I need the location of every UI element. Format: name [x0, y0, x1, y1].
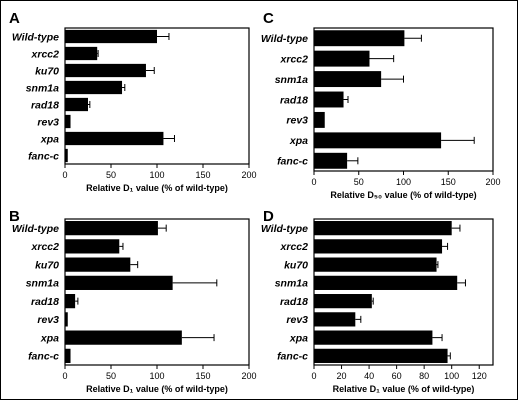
panel-b-letter: B: [9, 208, 20, 225]
panel-c-category-label-3: rad18: [280, 94, 308, 106]
panel-a-xtick-label-4: 200: [241, 170, 256, 180]
panel-c-xtick-label-3: 150: [441, 177, 456, 187]
panel-c-bar-0: [314, 30, 405, 47]
panel-b-bar-3: [65, 275, 173, 290]
panel-c-category-label-6: fanc-c: [277, 156, 308, 168]
panel-a-bar-0: [65, 29, 157, 44]
panel-d-xtick-label-6: 120: [472, 371, 487, 381]
panel-c-bar-2: [314, 71, 382, 88]
panel-c-category-label-2: snm1a: [275, 74, 308, 86]
panel-a-xtick-label-3: 150: [195, 170, 210, 180]
panel-a-letter: A: [9, 10, 20, 27]
panel-a-bar-1: [65, 46, 98, 61]
panel-a-bar-7: [65, 148, 68, 163]
panel-b-bar-4: [65, 294, 76, 309]
panel-b-bar-6: [65, 330, 182, 345]
panel-b-xtick-label-4: 200: [241, 371, 256, 381]
panel-c-xtick-label-2: 100: [396, 177, 411, 187]
panel-d-xaxis-title: Relative D₁ value (% of wild-type): [333, 384, 475, 394]
panel-b-category-label-1: xrcc2: [31, 241, 60, 253]
panel-b-category-label-5: rev3: [37, 314, 59, 326]
panel-b-xtick-label-1: 50: [106, 371, 116, 381]
panel-a-category-label-1: xrcc2: [31, 48, 60, 60]
panel-d-bar-1: [314, 239, 443, 254]
panel-b-category-label-7: fanc-c: [28, 351, 59, 363]
panel-a-bar-5: [65, 114, 71, 129]
panel-c-category-label-1: xrcc2: [280, 53, 309, 65]
panel-a-category-label-6: xpa: [40, 133, 59, 145]
panel-d-xtick-label-1: 20: [337, 371, 347, 381]
panel-d-bar-4: [314, 294, 372, 309]
panel-d-bar-3: [314, 275, 458, 290]
panel-a-xtick-label-0: 0: [62, 170, 67, 180]
panel-a-bar-2: [65, 63, 146, 78]
panel-a-category-label-0: Wild-type: [12, 31, 59, 43]
panel-b-category-label-6: xpa: [40, 332, 59, 344]
panel-c-category-label-5: xpa: [289, 135, 308, 147]
panel-c-bar-5: [314, 132, 442, 149]
panel-a-category-label-3: snm1a: [26, 82, 59, 94]
panel-a-bar-4: [65, 97, 88, 112]
panel-d-category-label-7: fanc-c: [277, 351, 308, 363]
panel-d-bar-5: [314, 312, 356, 327]
panel-d-bar-2: [314, 257, 437, 272]
panel-d-xtick-label-4: 80: [419, 371, 429, 381]
panel-d-category-label-5: rev3: [286, 314, 308, 326]
panel-b-bar-0: [65, 221, 158, 236]
panel-b-xtick-label-2: 100: [149, 371, 164, 381]
panel-a-category-label-4: rad18: [31, 99, 59, 111]
panel-a-category-label-5: rev3: [37, 116, 59, 128]
panel-d-letter: D: [263, 208, 274, 225]
panel-d-category-label-6: xpa: [289, 332, 308, 344]
panel-d-xtick-label-2: 40: [364, 371, 374, 381]
panel-c-letter: C: [263, 10, 274, 27]
panel-b-bar-5: [65, 312, 68, 327]
panel-d-bar-6: [314, 330, 433, 345]
panel-d-category-label-3: snm1a: [275, 278, 308, 290]
panel-a-xaxis-title: Relative D₁ value (% of wild-type): [86, 183, 228, 193]
panel-d-xtick-label-5: 100: [444, 371, 459, 381]
panel-c-xaxis-title: Relative D₅₀ value (% of wild-type): [330, 190, 476, 200]
panel-d-xtick-label-3: 60: [392, 371, 402, 381]
panel-b-category-label-0: Wild-type: [12, 223, 59, 235]
panel-b-xtick-label-0: 0: [62, 371, 67, 381]
panel-b-bar-1: [65, 239, 120, 254]
panel-b-xtick-label-3: 150: [195, 371, 210, 381]
panel-d-bar-0: [314, 221, 452, 236]
panel-a-category-label-2: ku70: [35, 65, 59, 77]
panel-c-bar-6: [314, 152, 348, 169]
panel-a-bar-6: [65, 131, 164, 146]
panel-a-xtick-label-1: 50: [106, 170, 116, 180]
panel-d-category-label-4: rad18: [280, 296, 308, 308]
panel-c-category-label-0: Wild-type: [261, 33, 308, 45]
panel-c-bar-1: [314, 50, 370, 67]
panel-b-category-label-4: rad18: [31, 296, 59, 308]
panel-d-bar-7: [314, 348, 448, 363]
panel-d-plot-frame: [313, 218, 494, 366]
panel-d-category-label-1: xrcc2: [280, 241, 309, 253]
panel-a-category-label-7: fanc-c: [28, 150, 59, 162]
panel-d-xtick-label-0: 0: [311, 371, 316, 381]
panel-c-bar-4: [314, 111, 325, 128]
panel-c-bar-3: [314, 91, 344, 108]
panel-a-bar-3: [65, 80, 123, 95]
panel-b-bar-7: [65, 348, 71, 363]
panel-c-category-label-4: rev3: [286, 115, 308, 127]
panel-c-xtick-label-0: 0: [311, 177, 316, 187]
panel-d-category-label-2: ku70: [284, 259, 308, 271]
panel-b-xaxis-title: Relative D₁ value (% of wild-type): [86, 384, 228, 394]
panel-b-category-label-3: snm1a: [26, 278, 59, 290]
panel-c-xtick-label-4: 200: [485, 177, 500, 187]
panel-c-xtick-label-1: 50: [354, 177, 364, 187]
panel-a-xtick-label-2: 100: [149, 170, 164, 180]
panel-b-bar-2: [65, 257, 131, 272]
panel-b-category-label-2: ku70: [35, 259, 59, 271]
panel-d-category-label-0: Wild-type: [261, 223, 308, 235]
